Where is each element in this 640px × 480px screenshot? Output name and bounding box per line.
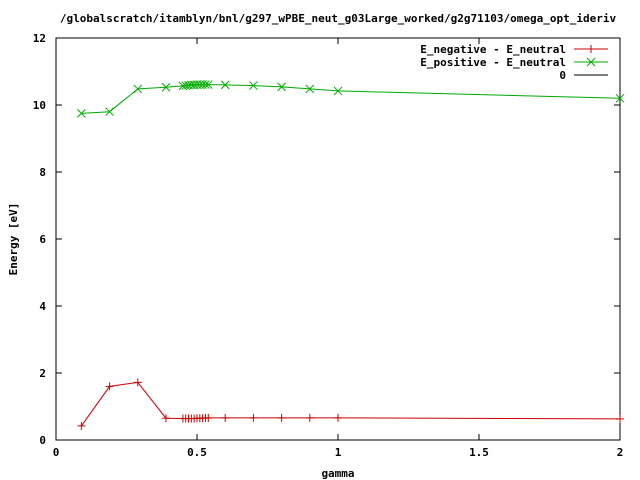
y-tick-label: 4: [39, 300, 46, 313]
plus-marker: [77, 421, 86, 430]
plus-marker: [161, 414, 170, 423]
plus-marker: [221, 413, 230, 422]
series-1: [77, 80, 625, 118]
plus-marker: [204, 413, 213, 422]
cross-marker: [105, 107, 114, 117]
x-tick-label: 1.5: [469, 446, 489, 459]
y-tick-label: 8: [39, 166, 46, 179]
x-axis-label: gamma: [321, 467, 354, 480]
legend-label: E_negative - E_neutral: [420, 43, 566, 56]
cross-marker: [615, 93, 625, 103]
plus-marker: [305, 413, 314, 422]
axis-ticks: 0 0.5 1 1.5 2 0 2 4 6 8 10 12: [33, 32, 624, 459]
y-tick-label: 0: [39, 434, 46, 447]
cross-marker: [203, 80, 213, 89]
y-axis-label: Energy [eV]: [7, 203, 20, 276]
cross-marker: [133, 84, 143, 94]
y-tick-label: 6: [39, 233, 46, 246]
plus-marker: [587, 45, 595, 53]
x-tick-label: 1: [335, 446, 342, 459]
series-0: [77, 378, 624, 430]
cross-marker: [77, 109, 86, 118]
cross-marker: [586, 57, 596, 67]
cross-marker: [161, 82, 171, 92]
y-tick-label: 10: [33, 99, 46, 112]
x-tick-label: 0.5: [187, 446, 207, 459]
cross-marker: [277, 82, 286, 92]
y-tick-label: 2: [39, 367, 46, 380]
plus-marker: [133, 378, 142, 387]
series-line: [80, 381, 621, 427]
cross-marker: [333, 86, 343, 96]
plus-marker: [334, 413, 342, 422]
chart-title: /globalscratch/itamblyn/bnl/g297_wPBE_ne…: [60, 12, 617, 25]
plus-marker: [105, 382, 114, 391]
series-group: [56, 80, 625, 441]
cross-marker: [305, 84, 315, 94]
x-tick-label: 2: [617, 446, 624, 459]
plus-marker: [249, 413, 258, 422]
plus-marker: [277, 413, 286, 422]
y-tick-label: 12: [33, 32, 46, 45]
cross-marker: [249, 81, 258, 90]
cross-marker: [220, 80, 230, 90]
plot-frame: [55, 37, 621, 441]
legend-label: E_positive - E_neutral: [420, 56, 566, 69]
legend-label: 0: [559, 69, 566, 82]
cross-marker: [201, 80, 210, 89]
series-line: [81, 84, 621, 114]
x-tick-label: 0: [53, 446, 60, 459]
plus-marker: [616, 414, 624, 423]
